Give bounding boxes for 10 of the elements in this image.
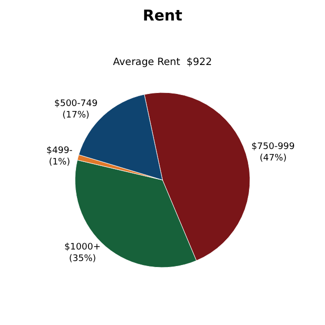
chart-subtitle: Average Rent $922	[113, 57, 212, 68]
slice-label: $499-	[46, 146, 73, 156]
data-label: (17%)	[62, 110, 90, 121]
data-label: (35%)	[68, 254, 96, 264]
chart-title: Rent	[142, 6, 182, 24]
data-label: (1%)	[48, 157, 70, 168]
slice-label: $1000+	[64, 242, 101, 252]
data-label: (47%)	[260, 154, 287, 164]
slice-label: $750-999	[251, 142, 296, 152]
slice-label: $500-749	[54, 98, 98, 109]
